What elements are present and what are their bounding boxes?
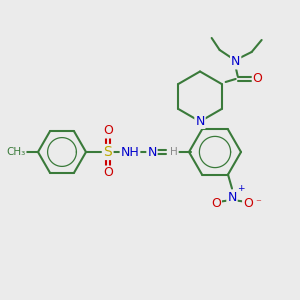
Text: O: O xyxy=(243,197,253,210)
Text: N: N xyxy=(195,115,205,128)
Text: NH: NH xyxy=(121,146,140,158)
Text: N: N xyxy=(231,56,240,68)
Text: O: O xyxy=(253,73,262,85)
Text: +: + xyxy=(237,184,244,193)
Text: S: S xyxy=(103,145,112,159)
Text: N: N xyxy=(227,191,237,204)
Text: O: O xyxy=(103,167,113,179)
Text: O: O xyxy=(211,197,221,210)
Text: N: N xyxy=(147,146,157,158)
Text: CH₃: CH₃ xyxy=(6,147,26,157)
Text: ⁻: ⁻ xyxy=(255,199,261,208)
Text: H: H xyxy=(170,147,178,157)
Text: O: O xyxy=(103,124,113,137)
